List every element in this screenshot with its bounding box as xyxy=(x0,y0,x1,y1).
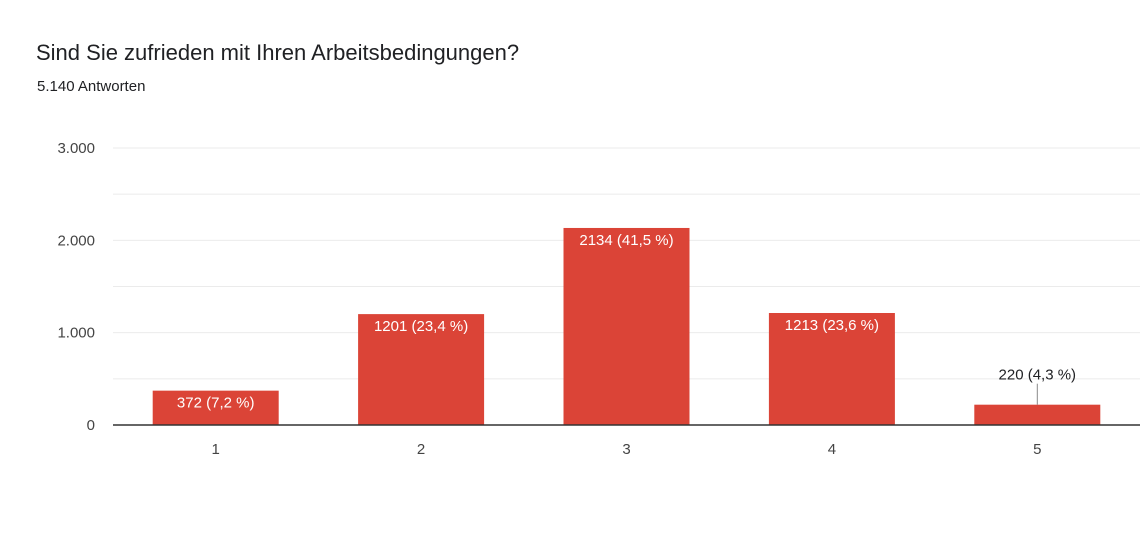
x-tick-label: 4 xyxy=(828,441,836,458)
y-tick-label: 0 xyxy=(87,417,95,434)
x-tick-label: 1 xyxy=(212,441,220,458)
bar[interactable] xyxy=(563,227,690,425)
bar[interactable] xyxy=(358,314,485,425)
y-axis-ticks: 0 1.000 2.000 3.000 xyxy=(57,140,95,434)
bars xyxy=(152,227,1101,425)
bar-data-label: 372 (7,2 %) xyxy=(177,395,255,412)
bar-data-label: 1201 (23,4 %) xyxy=(374,318,468,335)
bar[interactable] xyxy=(152,390,279,425)
response-count: 5.140 Antworten xyxy=(37,78,146,95)
bar-data-label: 2134 (41,5 %) xyxy=(579,232,673,249)
y-tick-label: 3.000 xyxy=(57,140,95,157)
x-tick-label: 3 xyxy=(622,441,630,458)
bar[interactable] xyxy=(768,312,895,425)
y-tick-label: 2.000 xyxy=(57,232,95,249)
bar[interactable] xyxy=(974,404,1101,425)
bar-data-label: 220 (4,3 %) xyxy=(999,367,1077,384)
bar-data-label: 1213 (23,6 %) xyxy=(785,317,879,334)
bar-data-labels: 372 (7,2 %) 1201 (23,4 %) 2134 (41,5 %) 121… xyxy=(177,232,1076,412)
x-tick-label: 2 xyxy=(417,441,425,458)
x-tick-label: 5 xyxy=(1033,441,1041,458)
x-axis-ticks: 1 2 3 4 5 xyxy=(212,441,1042,458)
page-title: Sind Sie zufrieden mit Ihren Arbeitsbedi… xyxy=(36,40,520,65)
y-tick-label: 1.000 xyxy=(57,325,95,342)
